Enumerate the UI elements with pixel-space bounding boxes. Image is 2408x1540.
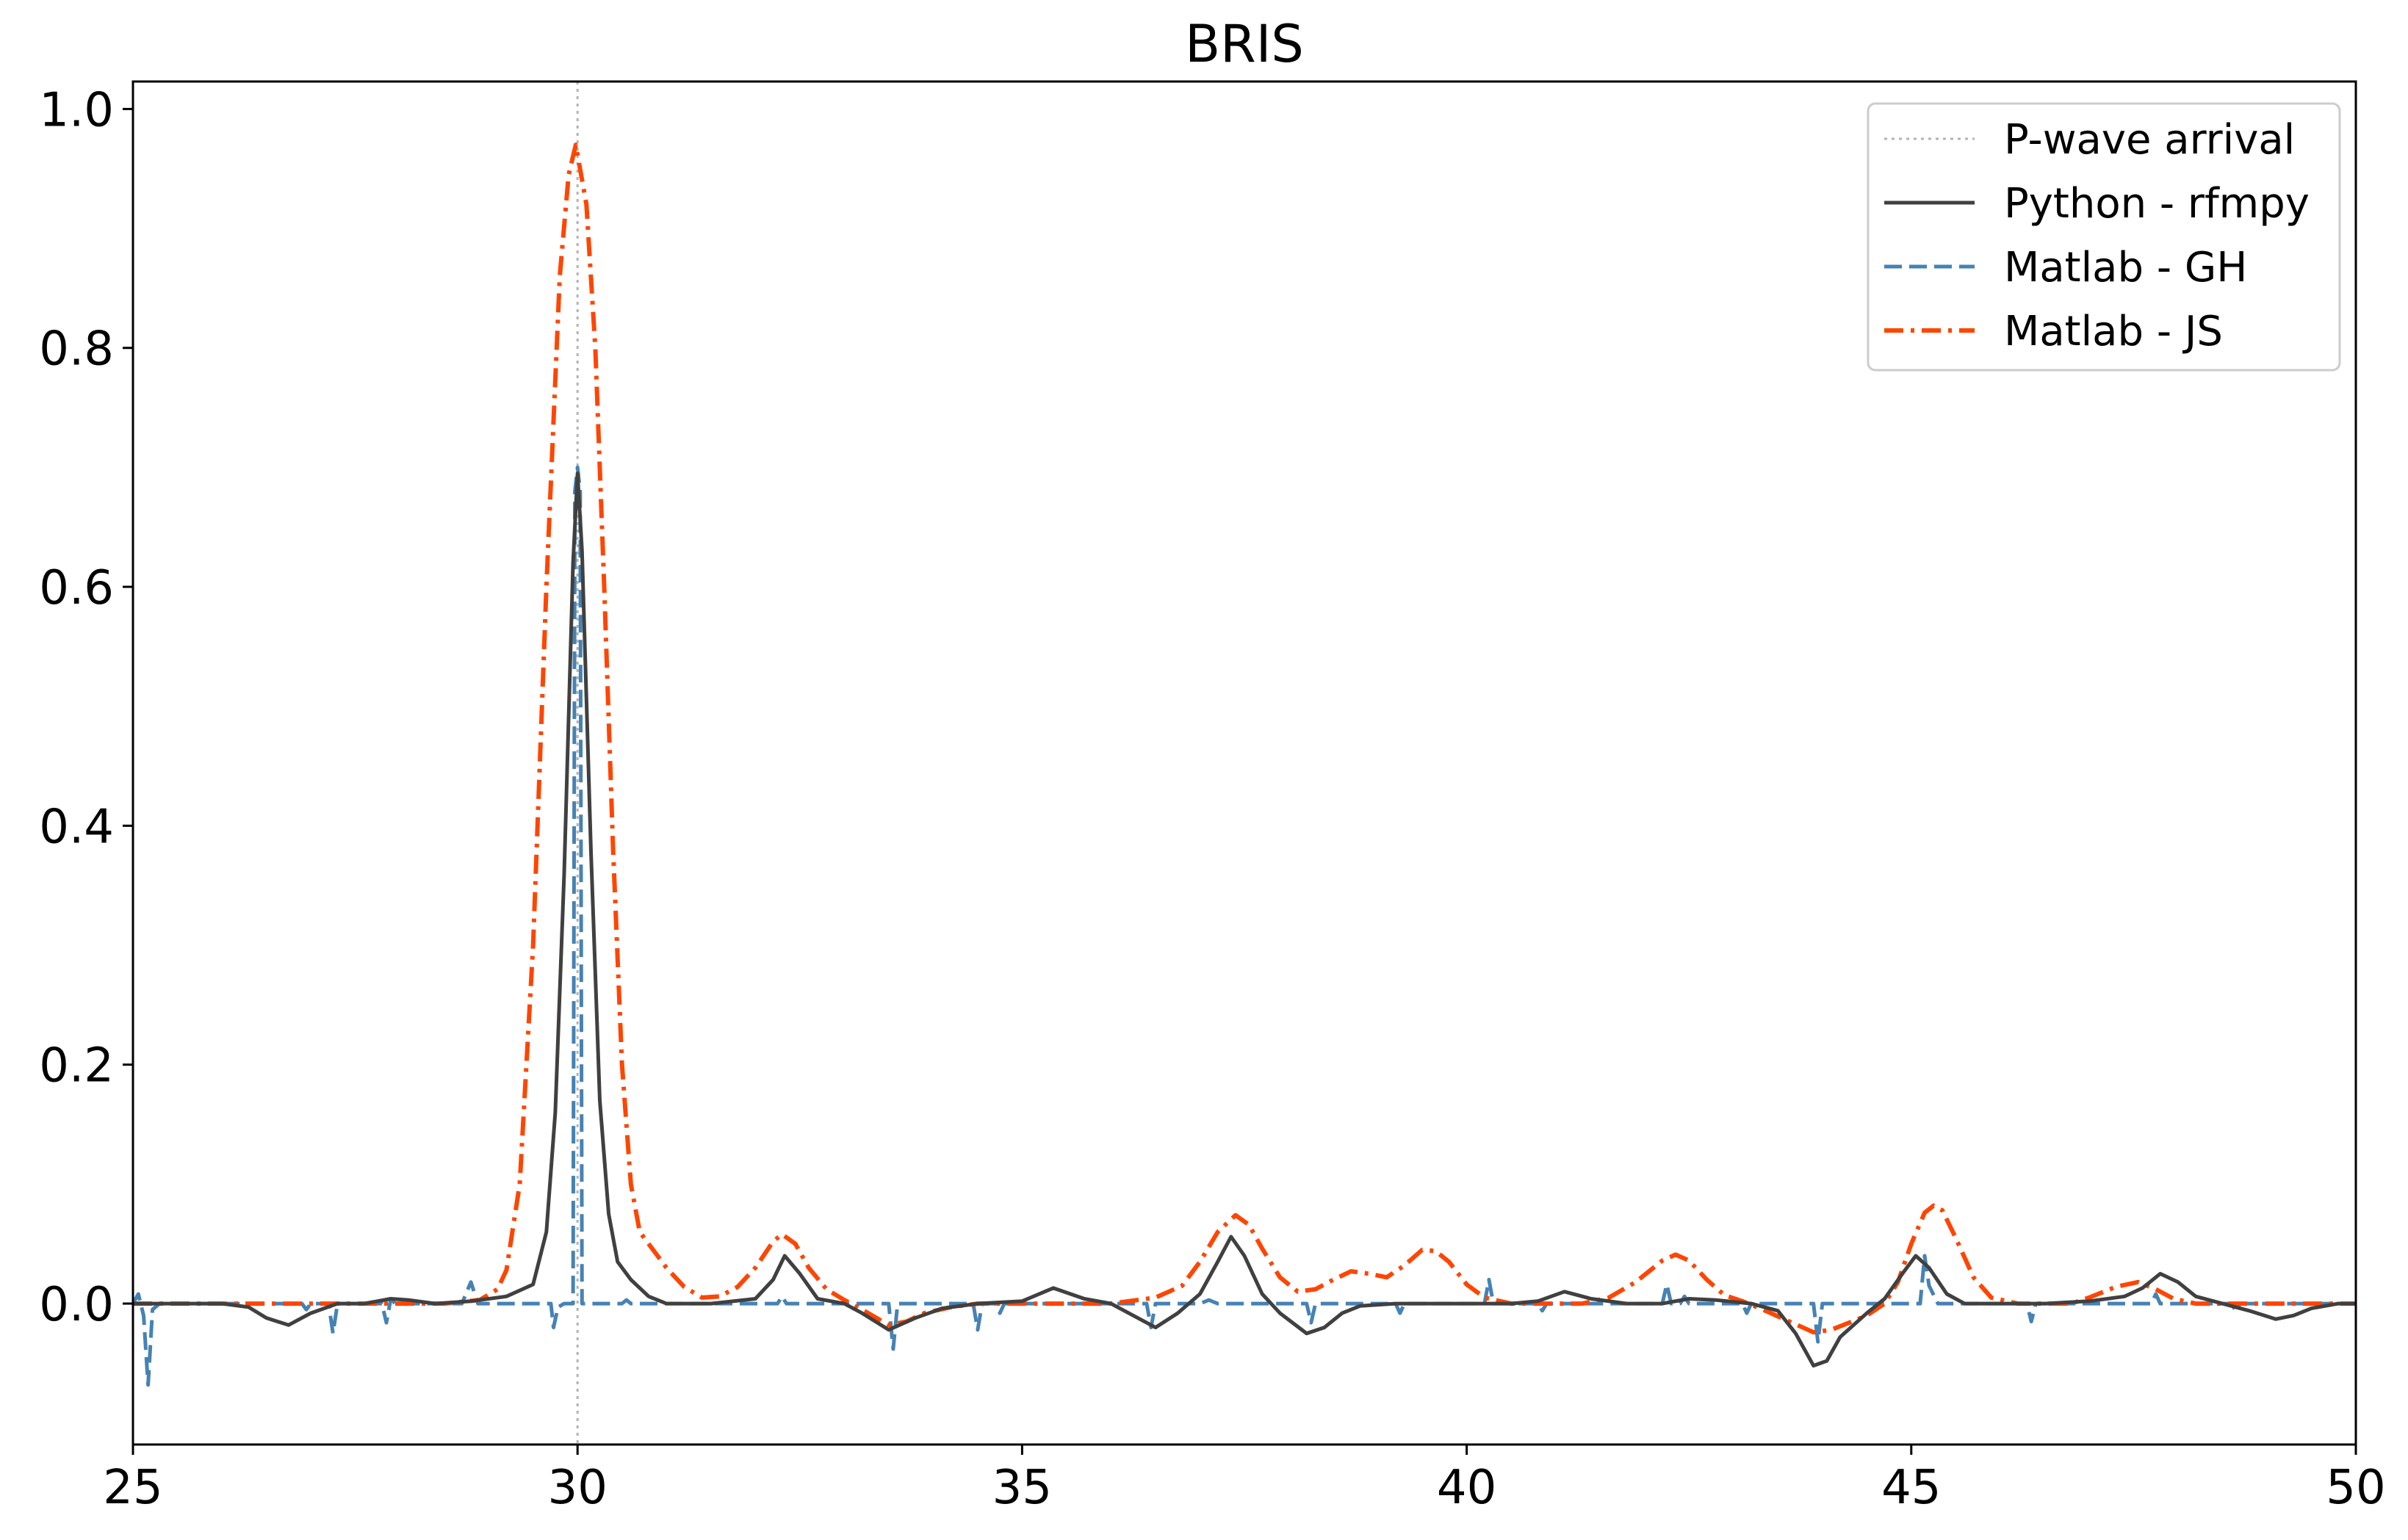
series-line-matlab-gh: [133, 465, 2356, 1387]
axis-ticks: 25 30 35 40 45 50 0.0 0.2 0.4 0.6 0.8 1.0: [39, 83, 2386, 1515]
y-tick-label: 0.8: [39, 322, 114, 377]
y-tick-label: 1.0: [39, 83, 114, 137]
legend-box: [1867, 102, 2341, 372]
series-line-python-rfmpy: [133, 471, 2356, 1368]
legend-label: Python - rfmpy: [2004, 180, 2310, 228]
series-line-matlab-js: [133, 142, 2356, 1335]
chart-title: BRIS: [1185, 14, 1304, 74]
y-tick-label: 0.6: [39, 561, 114, 615]
legend-label: Matlab - GH: [2004, 244, 2247, 292]
x-tick-label: 25: [103, 1461, 162, 1515]
y-tick-label: 0.4: [39, 800, 114, 854]
x-tick-label: 30: [547, 1461, 607, 1515]
legend: P-wave arrival Python - rfmpy Matlab - GH M…: [1867, 102, 2341, 372]
legend-label: P-wave arrival: [2004, 116, 2295, 164]
series-lines: [133, 82, 2356, 1445]
legend-label: Matlab - JS: [2004, 308, 2223, 355]
y-tick-label: 0.0: [39, 1278, 114, 1332]
x-tick-label: 50: [2326, 1461, 2385, 1515]
plot-frame: [131, 80, 2357, 1446]
x-tick-label: 35: [992, 1461, 1052, 1515]
y-tick-label: 0.2: [39, 1039, 114, 1093]
x-tick-label: 45: [1881, 1461, 1941, 1515]
x-tick-label: 40: [1437, 1461, 1496, 1515]
